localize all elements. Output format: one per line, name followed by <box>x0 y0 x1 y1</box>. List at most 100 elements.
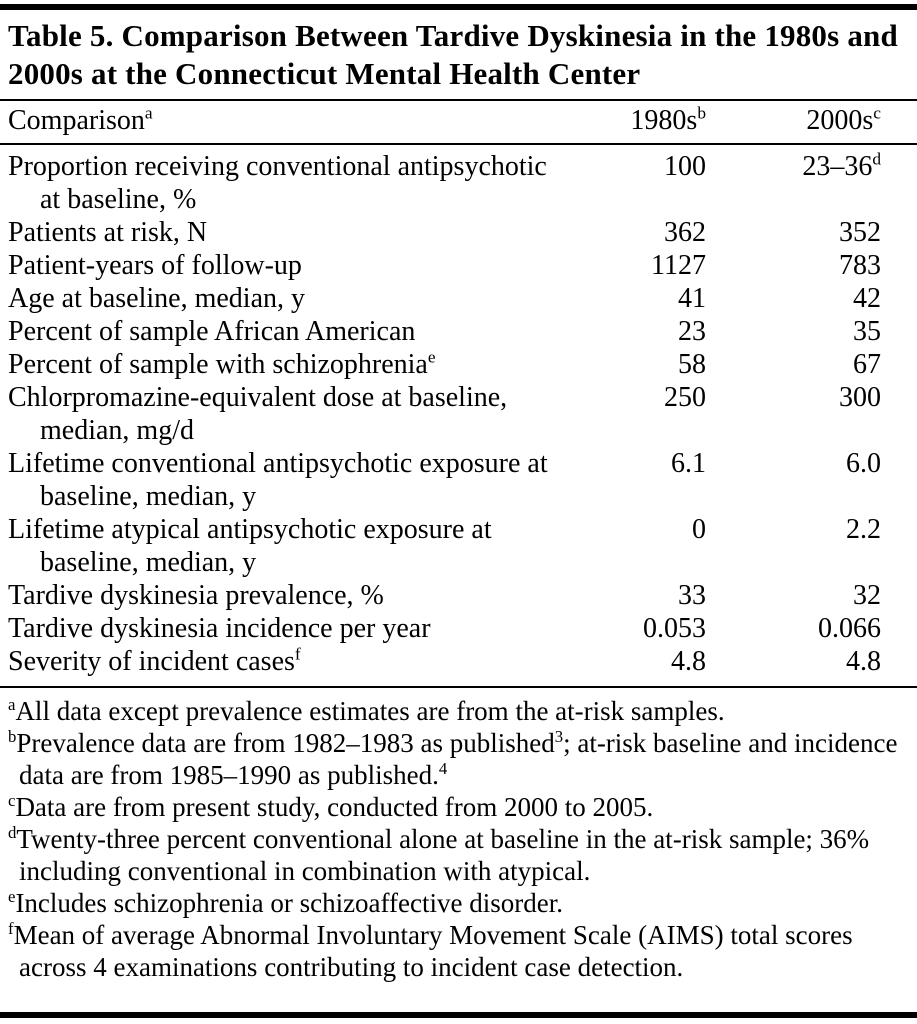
row-value-1980s-text: 33 <box>678 579 706 611</box>
column-header-1980s-text: 1980s <box>630 104 698 136</box>
row-value-1980s: 58 <box>557 348 732 381</box>
row-value-2000s: 4.8 <box>732 645 907 678</box>
row-value-2000s-text: 2.2 <box>846 513 881 545</box>
row-value-2000s-text: 6.0 <box>846 447 881 479</box>
row-value-2000s-text: 32 <box>853 579 881 611</box>
column-header-1980s-superscript: b <box>697 103 706 123</box>
footnote: dTwenty-three percent conventional alone… <box>8 823 901 887</box>
table-row: Percent of sample African American 23 35 <box>8 315 907 348</box>
footnote-marker: e <box>8 886 16 906</box>
row-label: Patients at risk, N <box>8 216 557 249</box>
row-value-1980s: 6.1 <box>557 447 732 480</box>
row-value-1980s-text: 4.8 <box>671 645 706 677</box>
row-label-text: Patients at risk, N <box>8 216 208 248</box>
footnote-text: Twenty-three percent conventional alone … <box>16 823 870 886</box>
rule-bottom <box>0 1012 917 1018</box>
row-label-superscript: f <box>294 644 301 664</box>
divider-under-title <box>0 98 917 101</box>
row-value-2000s: 32 <box>732 579 907 612</box>
row-value-2000s: 300 <box>732 381 907 414</box>
row-value-2000s-text: 0.066 <box>818 612 881 644</box>
row-value-2000s: 67 <box>732 348 907 381</box>
row-value-1980s: 0.053 <box>557 612 732 645</box>
row-value-2000s-text: 4.8 <box>846 645 881 677</box>
table-row: Lifetime atypical antipsychotic exposure… <box>8 513 907 579</box>
row-value-2000s: 2.2 <box>732 513 907 546</box>
footnote-marker: b <box>8 726 17 746</box>
row-value-2000s-text: 23–36 <box>802 150 873 182</box>
table-title: Table 5. Comparison Between Tardive Dysk… <box>8 18 898 91</box>
row-label-text: Severity of incident cases <box>8 645 295 677</box>
row-value-1980s: 362 <box>557 216 732 249</box>
column-header-comparison: Comparisona <box>8 104 557 138</box>
row-value-2000s-text: 42 <box>853 282 881 314</box>
table-header-row: Comparisona 1980sb 2000sc <box>0 101 917 143</box>
row-value-2000s: 35 <box>732 315 907 348</box>
row-value-1980s-text: 6.1 <box>671 447 706 479</box>
row-label: Severity of incident casesf <box>8 645 557 678</box>
row-value-1980s-text: 100 <box>664 150 706 182</box>
row-label-text: Proportion receiving conventional antips… <box>8 150 547 215</box>
column-header-2000s-superscript: c <box>873 103 881 123</box>
footnote: eIncludes schizophrenia or schizoaffecti… <box>8 887 901 919</box>
row-label-text: Lifetime conventional antipsychotic expo… <box>8 447 548 512</box>
rule-top <box>0 4 917 10</box>
row-value-1980s: 41 <box>557 282 732 315</box>
row-value-2000s: 352 <box>732 216 907 249</box>
row-value-2000s: 23–36d <box>732 150 907 183</box>
footnote-citation-superscript: 3 <box>554 726 564 746</box>
row-value-1980s-text: 0 <box>692 513 706 545</box>
column-header-2000s: 2000sc <box>732 104 907 138</box>
row-label-text: Age at baseline, median, y <box>8 282 306 314</box>
row-value-1980s: 1127 <box>557 249 732 282</box>
table-row: Patients at risk, N 362 352 <box>8 216 907 249</box>
table-row: Tardive dyskinesia prevalence, % 33 32 <box>8 579 907 612</box>
footnote-text: Mean of average Abnormal Involuntary Mov… <box>13 919 853 982</box>
row-label-text: Chlorpromazine-equivalent dose at baseli… <box>8 381 508 446</box>
row-label-text: Tardive dyskinesia incidence per year <box>8 612 431 644</box>
footnote-text: Prevalence data are from 1982–1983 as pu… <box>16 727 555 758</box>
row-label: Patient-years of follow-up <box>8 249 557 282</box>
row-value-2000s: 783 <box>732 249 907 282</box>
row-label: Age at baseline, median, y <box>8 282 557 315</box>
footnote: fMean of average Abnormal Involuntary Mo… <box>8 919 901 983</box>
table-row: Chlorpromazine-equivalent dose at baseli… <box>8 381 907 447</box>
row-value-2000s-text: 783 <box>839 249 881 281</box>
table-row: Percent of sample with schizophreniae 58… <box>8 348 907 381</box>
row-value-1980s: 33 <box>557 579 732 612</box>
footnote-citation-superscript: 4 <box>438 758 448 778</box>
row-value-2000s-text: 300 <box>839 381 881 413</box>
row-label: Lifetime conventional antipsychotic expo… <box>8 447 557 513</box>
column-header-2000s-text: 2000s <box>806 104 874 136</box>
row-value-1980s: 0 <box>557 513 732 546</box>
row-value-2000s-text: 67 <box>853 348 881 380</box>
row-value-1980s-text: 23 <box>678 315 706 347</box>
row-value-2000s: 42 <box>732 282 907 315</box>
footnote-marker: d <box>8 822 17 842</box>
row-label: Proportion receiving conventional antips… <box>8 150 557 216</box>
row-value-1980s: 100 <box>557 150 732 183</box>
row-value-1980s-text: 41 <box>678 282 706 314</box>
row-label-text: Tardive dyskinesia prevalence, % <box>8 579 384 611</box>
row-value-1980s: 250 <box>557 381 732 414</box>
row-value-1980s-text: 1127 <box>651 249 706 281</box>
row-label-text: Percent of sample with schizophrenia <box>8 348 428 380</box>
row-value-1980s-text: 362 <box>664 216 706 248</box>
row-value-2000s-superscript: d <box>872 149 881 169</box>
column-header-comparison-text: Comparison <box>8 104 145 136</box>
row-value-2000s: 6.0 <box>732 447 907 480</box>
row-label: Tardive dyskinesia incidence per year <box>8 612 557 645</box>
row-label-text: Patient-years of follow-up <box>8 249 302 281</box>
row-value-1980s: 23 <box>557 315 732 348</box>
row-value-2000s-text: 352 <box>839 216 881 248</box>
footnote: bPrevalence data are from 1982–1983 as p… <box>8 727 901 791</box>
row-label-text: Percent of sample African American <box>8 315 416 347</box>
footnote-marker: a <box>8 694 16 714</box>
row-value-2000s-text: 35 <box>853 315 881 347</box>
column-header-comparison-superscript: a <box>144 103 153 123</box>
footnote-marker: f <box>8 918 14 938</box>
row-value-1980s-text: 58 <box>678 348 706 380</box>
table-row: Lifetime conventional antipsychotic expo… <box>8 447 907 513</box>
footnote: cData are from present study, conducted … <box>8 791 901 823</box>
